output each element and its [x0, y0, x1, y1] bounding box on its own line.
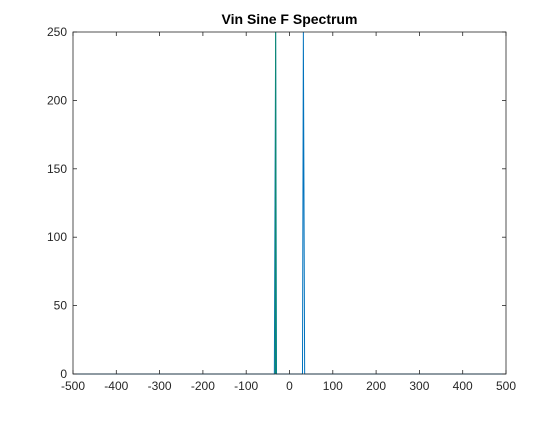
y-tick-label: 250 [47, 25, 67, 39]
x-axis-ticks: -500 -400 -300 -200 -100 0 100 200 300 400 500 [61, 32, 516, 393]
x-tick-label: -500 [61, 379, 85, 393]
y-tick-label: 100 [47, 230, 67, 244]
y-axis-ticks: 0 50 100 150 200 250 [47, 25, 506, 381]
y-tick-label: 0 [60, 367, 67, 381]
y-tick-label: 200 [47, 93, 67, 107]
x-tick-label: 100 [323, 379, 343, 393]
x-tick-label: 200 [366, 379, 386, 393]
x-tick-label: -200 [191, 379, 215, 393]
x-tick-label: 0 [286, 379, 293, 393]
series-line-2 [274, 31, 277, 375]
y-tick-label: 150 [47, 162, 67, 176]
plot-background [73, 32, 506, 374]
chart-title: Vin Sine F Spectrum [222, 11, 358, 27]
y-tick-label: 50 [54, 299, 68, 313]
x-tick-label: -400 [104, 379, 128, 393]
x-tick-label: 300 [409, 379, 429, 393]
x-tick-label: 500 [496, 379, 516, 393]
x-tick-label: -100 [234, 379, 258, 393]
x-tick-label: 400 [453, 379, 473, 393]
x-tick-label: -300 [148, 379, 172, 393]
